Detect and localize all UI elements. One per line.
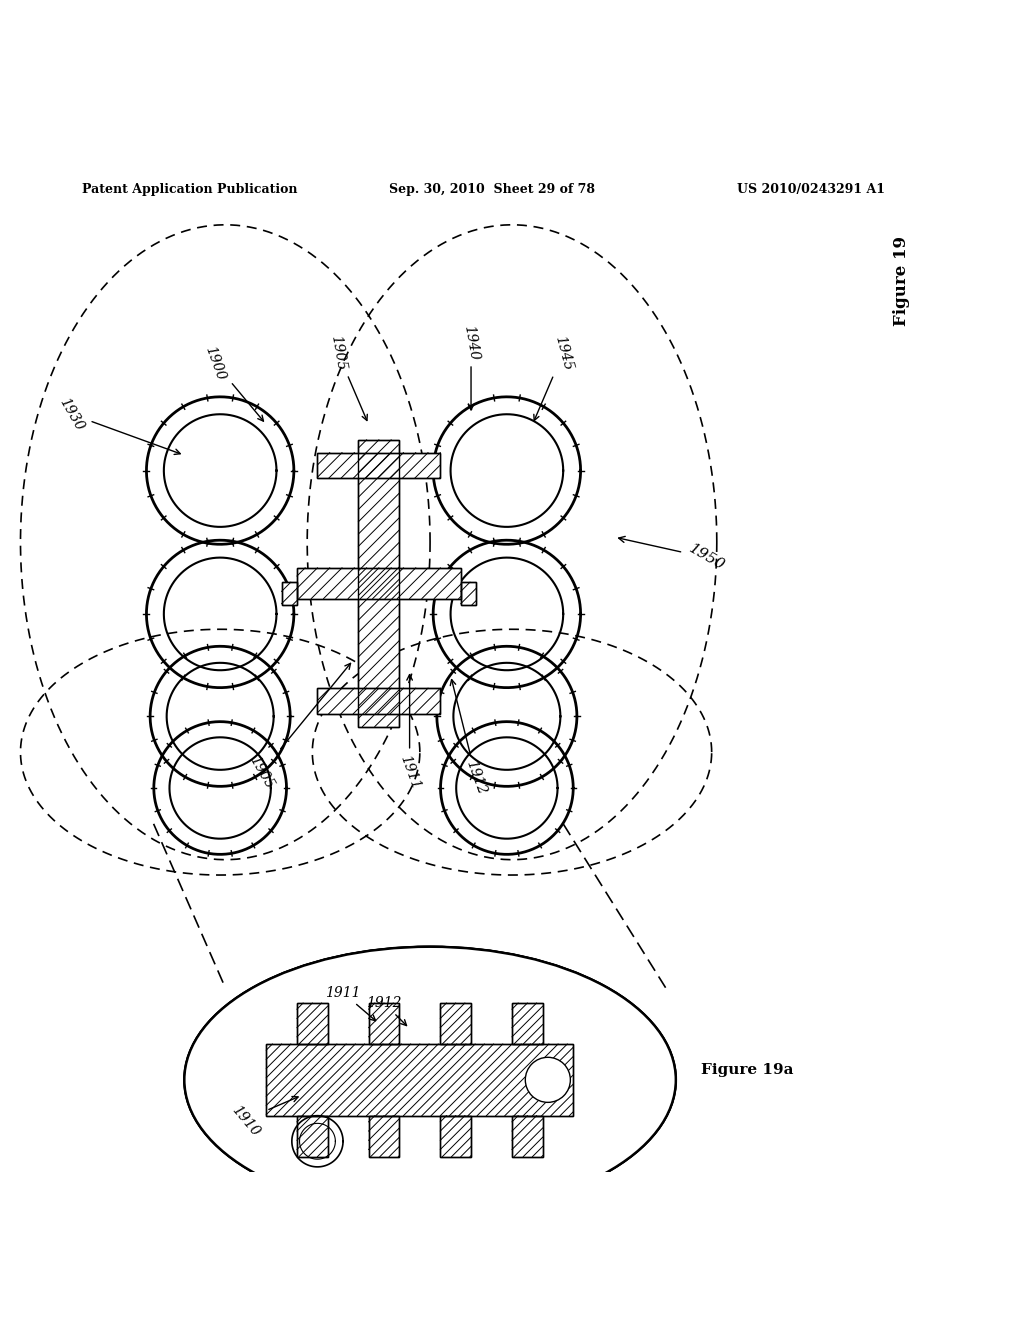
Text: 1912: 1912 (367, 997, 407, 1026)
Bar (369, 1115, 399, 1156)
Text: 1930: 1930 (56, 396, 180, 454)
Bar (369, 1115, 399, 1156)
Ellipse shape (184, 946, 676, 1213)
Bar (297, 1115, 328, 1156)
Bar (266, 1044, 573, 1115)
Bar (369, 1003, 399, 1044)
Bar (297, 1003, 328, 1044)
Bar (440, 1115, 471, 1156)
Bar (282, 582, 297, 605)
Bar (440, 1003, 471, 1044)
Ellipse shape (184, 946, 676, 1213)
Bar (461, 582, 476, 605)
Bar (512, 1003, 543, 1044)
Text: 1911: 1911 (397, 675, 422, 792)
Bar (512, 1115, 543, 1156)
Text: 1940: 1940 (461, 323, 481, 411)
Text: US 2010/0243291 A1: US 2010/0243291 A1 (737, 182, 886, 195)
Bar (317, 453, 440, 478)
Text: 1910: 1910 (229, 1102, 262, 1139)
Text: Patent Application Publication: Patent Application Publication (82, 182, 297, 195)
Circle shape (525, 1057, 570, 1102)
Bar (266, 1044, 573, 1115)
Bar (358, 440, 399, 726)
Bar (512, 1115, 543, 1156)
Bar (440, 1003, 471, 1044)
Bar (461, 582, 476, 605)
Text: 1911: 1911 (326, 986, 376, 1020)
Bar (317, 688, 440, 714)
Bar (297, 568, 461, 598)
Bar (297, 1003, 328, 1044)
Bar (369, 1003, 399, 1044)
Bar (297, 568, 461, 598)
Bar (358, 440, 399, 726)
Text: 1950: 1950 (618, 536, 727, 573)
Text: 1905: 1905 (328, 334, 368, 421)
Bar (297, 1115, 328, 1156)
Text: 1905: 1905 (246, 664, 350, 792)
Text: 1912: 1912 (451, 680, 488, 797)
Text: 1900: 1900 (203, 345, 263, 421)
Text: Figure 19a: Figure 19a (701, 1063, 794, 1077)
Text: Figure 19: Figure 19 (893, 236, 909, 326)
Bar (317, 688, 440, 714)
Text: Sep. 30, 2010  Sheet 29 of 78: Sep. 30, 2010 Sheet 29 of 78 (389, 182, 595, 195)
Bar (440, 1115, 471, 1156)
Bar (317, 453, 440, 478)
Bar (512, 1003, 543, 1044)
Bar (282, 582, 297, 605)
Text: 1945: 1945 (534, 334, 574, 421)
